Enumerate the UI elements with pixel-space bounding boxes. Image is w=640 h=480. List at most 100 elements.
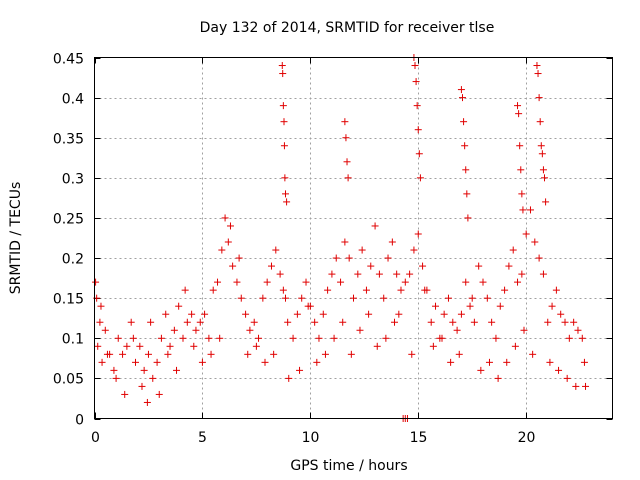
data-point [518, 270, 526, 278]
x-tick-labels: 0 5 10 15 20 [91, 430, 535, 446]
data-point [221, 214, 229, 222]
data-point [516, 142, 524, 150]
data-point [365, 310, 373, 318]
data-point [330, 334, 338, 342]
data-point [321, 350, 329, 358]
data-point [341, 238, 349, 246]
data-point [440, 310, 448, 318]
data-point [572, 382, 580, 390]
data-point [201, 310, 209, 318]
data-point [101, 326, 109, 334]
data-point [279, 102, 287, 110]
data-point [536, 118, 544, 126]
data-point [458, 94, 466, 102]
data-point [319, 310, 327, 318]
data-point [345, 254, 353, 262]
data-point [123, 342, 131, 350]
data-point [138, 382, 146, 390]
data-point [144, 350, 152, 358]
data-point [181, 286, 189, 294]
data-point [175, 302, 183, 310]
data-point [552, 286, 560, 294]
data-point [453, 326, 461, 334]
data-point [214, 278, 222, 286]
data-point [255, 334, 263, 342]
data-point [548, 302, 556, 310]
data-point [350, 294, 357, 302]
x-tick-label: 15 [410, 430, 428, 446]
data-point [557, 310, 565, 318]
data-point [580, 358, 588, 366]
data-point [281, 174, 289, 182]
data-point [136, 342, 144, 350]
data-point [282, 190, 290, 198]
data-point [280, 118, 288, 126]
data-point [518, 190, 526, 198]
data-point [401, 278, 409, 286]
data-point [455, 350, 463, 358]
y-tick-label: 0.25 [53, 212, 84, 228]
data-point [462, 278, 470, 286]
data-point [475, 262, 483, 270]
data-point [216, 334, 224, 342]
data-point [541, 174, 549, 182]
y-axis-label: SRMTID / TECUs [8, 182, 24, 295]
data-point [535, 94, 543, 102]
data-point [538, 150, 546, 158]
data-point [246, 326, 254, 334]
data-point [367, 262, 375, 270]
data-point [235, 254, 243, 262]
data-point [356, 326, 364, 334]
data-point [384, 254, 392, 262]
data-point [535, 254, 543, 262]
data-point [96, 318, 104, 326]
data-point [397, 286, 405, 294]
data-point [501, 286, 509, 294]
data-point [438, 334, 446, 342]
data-point [391, 318, 399, 326]
data-point [121, 390, 129, 398]
x-tick-label: 0 [91, 430, 100, 446]
data-point [460, 118, 468, 126]
data-point [531, 238, 539, 246]
y-tick-label: 0.15 [53, 292, 84, 308]
data-point [279, 70, 287, 78]
data-point [192, 326, 200, 334]
data-point [119, 350, 127, 358]
data-point [565, 334, 573, 342]
data-points [92, 54, 590, 422]
data-point [496, 302, 504, 310]
data-point [463, 190, 471, 198]
data-point [155, 390, 163, 398]
data-point [494, 374, 502, 382]
data-point [233, 278, 241, 286]
data-point [477, 366, 485, 374]
data-point [276, 270, 284, 278]
data-point [132, 358, 140, 366]
data-point [544, 318, 552, 326]
data-point [283, 198, 291, 206]
data-point [190, 342, 198, 350]
plot-frame [94, 57, 613, 419]
data-point [140, 366, 148, 374]
data-point [427, 318, 435, 326]
x-tick-label: 5 [198, 430, 207, 446]
data-point [514, 278, 522, 286]
data-point [413, 102, 421, 110]
data-point [170, 326, 178, 334]
data-point [419, 262, 427, 270]
data-point [492, 334, 500, 342]
data-point [244, 350, 252, 358]
data-point [358, 246, 366, 254]
data-point [462, 166, 470, 174]
data-point [198, 358, 206, 366]
data-point [313, 358, 321, 366]
data-point [324, 286, 332, 294]
data-point [578, 334, 586, 342]
data-point [395, 310, 403, 318]
data-point [447, 358, 455, 366]
data-point [229, 262, 237, 270]
data-point [164, 350, 172, 358]
data-point [347, 350, 355, 358]
